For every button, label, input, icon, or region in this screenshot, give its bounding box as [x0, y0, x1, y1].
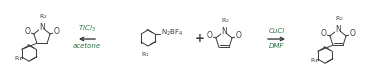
- Text: CuCl: CuCl: [268, 28, 285, 34]
- Text: DMF: DMF: [269, 43, 284, 49]
- Text: +: +: [195, 33, 205, 46]
- Text: TiCl$_3$: TiCl$_3$: [78, 24, 96, 34]
- Text: R$_1$: R$_1$: [14, 54, 23, 63]
- Text: O: O: [350, 29, 355, 38]
- Text: O: O: [207, 31, 212, 40]
- Text: R$_2$: R$_2$: [39, 12, 47, 21]
- Text: R$_1$: R$_1$: [141, 50, 150, 59]
- Text: N: N: [335, 25, 341, 34]
- Text: R$_2$: R$_2$: [221, 16, 229, 25]
- Text: R$_1$: R$_1$: [310, 56, 319, 65]
- Text: N: N: [39, 23, 45, 32]
- Text: O: O: [53, 27, 59, 36]
- Text: N$_2$BF$_4$: N$_2$BF$_4$: [161, 28, 183, 38]
- Text: O: O: [235, 31, 242, 40]
- Text: R$_2$: R$_2$: [335, 14, 343, 23]
- Text: O: O: [25, 27, 31, 36]
- Text: N: N: [221, 27, 227, 36]
- Text: O: O: [321, 29, 327, 38]
- Text: acetone: acetone: [73, 43, 101, 49]
